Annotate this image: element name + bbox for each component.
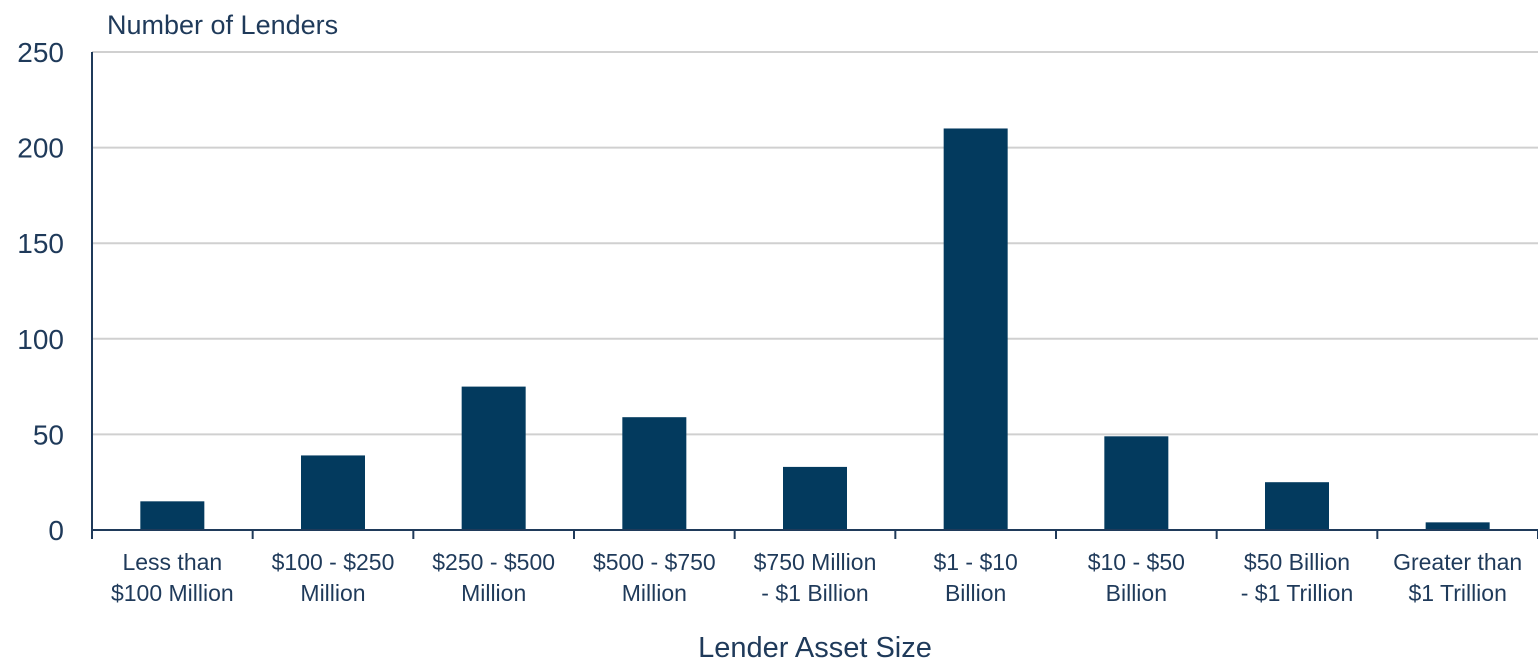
x-tick-label: $50 Billion - $1 Trillion [1241, 549, 1353, 606]
y-tick-label: 0 [48, 515, 64, 546]
y-tick-label: 50 [33, 419, 64, 450]
x-tick-label: $500 - $750 Million [593, 549, 716, 606]
y-axis-title: Number of Lenders [107, 10, 338, 40]
bar [943, 128, 1008, 531]
gridlines [92, 51, 1538, 436]
bars [140, 128, 1490, 531]
x-tick-label: $100 - $250 Million [272, 549, 395, 606]
bar [1104, 436, 1169, 530]
bar [461, 386, 526, 530]
bar [1265, 482, 1329, 530]
axes [91, 52, 1538, 539]
y-tick-label: 150 [17, 228, 64, 259]
x-axis-title: Lender Asset Size [698, 632, 932, 660]
y-tick-label: 200 [17, 133, 64, 164]
x-tick-label: Less than $100 Million [111, 549, 234, 606]
x-tick-label: $750 Million - $1 Billion [754, 549, 877, 606]
y-tick-label: 100 [17, 324, 64, 355]
x-tick-label: $10 - $50 Billion [1088, 549, 1185, 606]
bar [301, 455, 365, 530]
bar [783, 466, 847, 530]
bar [622, 417, 687, 530]
x-tick-label: $250 - $500 Million [432, 549, 555, 606]
bar [1425, 522, 1490, 530]
bar [140, 501, 205, 530]
tick-labels: 0 50 100 150 200 250 Less than $100 Million $100… [17, 37, 1522, 606]
x-tick-label: $1 - $10 Billion [933, 549, 1017, 606]
y-tick-label: 250 [17, 37, 64, 68]
x-tick-label: Greater than $1 Trillion [1393, 549, 1522, 606]
